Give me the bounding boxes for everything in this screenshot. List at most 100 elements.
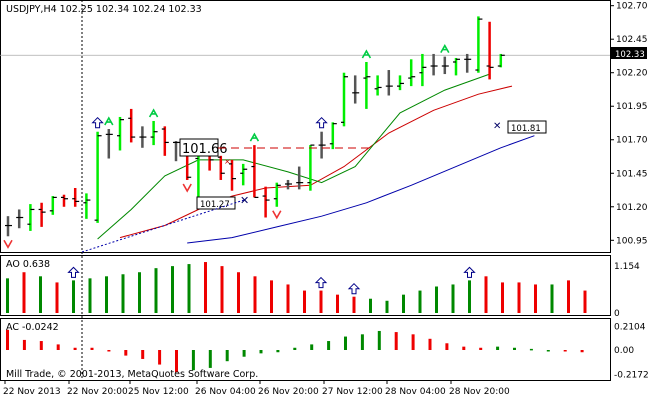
price-bar[interactable] — [385, 70, 393, 96]
ac-bar — [428, 338, 432, 350]
ao-bar — [468, 280, 471, 313]
ac-bar — [141, 350, 145, 359]
price-bar[interactable] — [49, 196, 57, 215]
ao-arrow-icon — [67, 266, 80, 278]
ao-bar — [303, 290, 306, 313]
fractal-down-icon — [272, 210, 282, 220]
ao-bar — [484, 276, 488, 313]
ao-bar — [385, 300, 389, 313]
ao-bar — [72, 280, 75, 313]
price-bar[interactable] — [72, 188, 80, 207]
price-bar[interactable] — [217, 155, 225, 180]
ao-bar — [121, 274, 125, 313]
x-tick-label: 26 Nov 04:00 — [195, 387, 256, 397]
ac-bar — [529, 348, 533, 351]
price-bar[interactable] — [497, 53, 505, 68]
price-bar[interactable] — [486, 21, 494, 80]
ac-bar — [293, 347, 297, 350]
x-tick-label: 26 Nov 20:00 — [258, 387, 319, 397]
ao-bar — [583, 290, 587, 313]
ao-bar — [435, 286, 438, 313]
price-bar[interactable] — [307, 144, 315, 191]
price-bar[interactable] — [273, 182, 281, 207]
price-bar[interactable] — [240, 163, 248, 186]
price-bar[interactable] — [329, 122, 337, 150]
ao-tick-label: 0 — [614, 309, 620, 319]
low-label: 101.27 — [200, 200, 230, 210]
price-bar[interactable] — [16, 209, 24, 229]
ac-bar — [22, 339, 26, 350]
price-bar[interactable] — [128, 108, 136, 143]
ao-bar — [138, 272, 141, 313]
price-bar[interactable] — [139, 126, 147, 148]
ao-bar — [369, 298, 372, 313]
price-bar[interactable] — [251, 145, 259, 198]
price-bar[interactable] — [419, 53, 427, 87]
ao-bar — [319, 290, 323, 313]
price-bar[interactable] — [464, 53, 472, 73]
x-tick-label: 22 Nov 2013 — [3, 387, 61, 397]
price-bar[interactable] — [27, 204, 35, 231]
price-bar[interactable] — [397, 75, 404, 91]
ao-arrow-icon — [314, 276, 328, 289]
price-bar[interactable] — [173, 141, 180, 162]
price-bar[interactable] — [430, 53, 438, 76]
ao-bar — [55, 282, 59, 313]
ac-bar — [513, 347, 516, 350]
price-bar[interactable] — [117, 116, 124, 151]
price-bar[interactable] — [352, 75, 360, 104]
price-bar[interactable] — [262, 186, 270, 218]
price-bar[interactable] — [229, 159, 236, 191]
price-bar[interactable] — [341, 72, 348, 127]
price-callout: 101.66 — [182, 142, 228, 157]
price-bar[interactable] — [374, 75, 382, 96]
ac-bar — [242, 350, 246, 357]
ac-bar — [208, 350, 212, 368]
x-tick-label: 28 Nov 04:00 — [385, 387, 446, 397]
price-bar[interactable] — [453, 57, 460, 76]
price-bar[interactable] — [318, 131, 326, 159]
ac-bar — [175, 350, 178, 373]
price-bar[interactable] — [150, 120, 158, 146]
y-tick-label: 101.70 — [616, 136, 648, 146]
ao-bar — [402, 294, 405, 313]
price-bar[interactable] — [38, 202, 46, 227]
copyright-text: Mill Trade, © 2001-2013, MetaQuotes Soft… — [6, 369, 258, 380]
ac-tick-label: 0.2104 — [614, 322, 646, 332]
ac-bar — [462, 346, 466, 350]
y-tick-label: 102.20 — [616, 69, 648, 79]
small-cross-marker: × — [224, 157, 231, 166]
cross-marker: ✕ — [240, 194, 249, 207]
fractal-up-icon — [104, 116, 114, 126]
price-bar[interactable] — [61, 194, 68, 207]
price-bar[interactable] — [5, 216, 12, 237]
ao-bar — [204, 262, 207, 313]
cross-marker: ✕ — [493, 121, 501, 132]
ac-pane[interactable] — [0, 318, 611, 381]
ao-title: AO 0.638 — [6, 259, 50, 270]
price-bar[interactable] — [94, 131, 102, 223]
price-bar[interactable] — [296, 166, 304, 190]
current-price-label: 102.33 — [615, 50, 645, 60]
price-bar[interactable] — [161, 126, 169, 156]
price-bar[interactable] — [475, 16, 483, 73]
y-tick-label: 100.95 — [616, 236, 648, 246]
ao-bar — [6, 278, 9, 313]
ao-bar — [187, 264, 191, 313]
y-tick-label: 101.20 — [616, 203, 648, 213]
ac-bar — [580, 350, 584, 353]
price-bar[interactable] — [441, 56, 449, 75]
price-bar[interactable] — [408, 59, 416, 87]
fractal-up-icon — [249, 132, 260, 142]
alligator-jaw — [187, 135, 535, 244]
trend-line[interactable] — [81, 199, 245, 253]
price-bar[interactable] — [363, 61, 371, 109]
ac-bar — [310, 344, 314, 350]
price-bar[interactable] — [83, 193, 91, 219]
price-bar[interactable] — [285, 179, 292, 190]
ao-bar — [418, 290, 422, 313]
ac-bar — [191, 350, 195, 371]
price-bar[interactable] — [105, 129, 113, 159]
